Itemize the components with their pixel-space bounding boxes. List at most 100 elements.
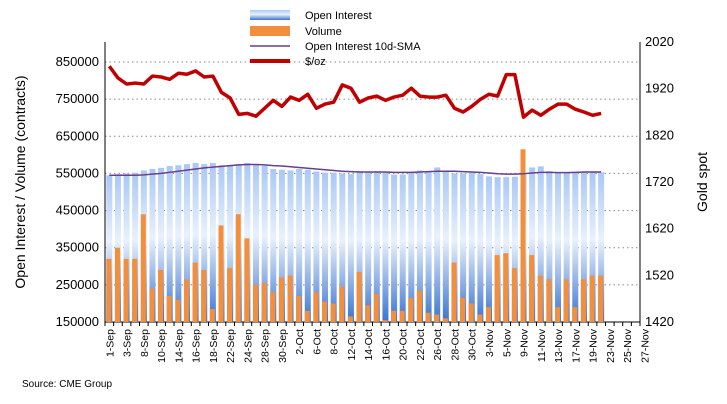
open-interest-bar <box>192 163 199 322</box>
volume-bar <box>201 270 207 322</box>
volume-bar <box>253 284 259 322</box>
x-tick-label: 28-Sep <box>260 329 272 363</box>
volume-bar <box>209 309 215 322</box>
x-tick-label: 19-Nov <box>588 328 600 363</box>
legend-label: Volume <box>305 26 342 38</box>
volume-bar <box>158 270 164 322</box>
volume-bar <box>287 275 293 322</box>
volume-bar <box>555 307 561 322</box>
open-interest-bar <box>408 172 415 322</box>
open-interest-bar <box>503 177 510 322</box>
volume-bar <box>304 310 310 322</box>
open-interest-bar <box>434 167 441 322</box>
volume-bar <box>278 277 284 322</box>
y-left-tick-label: 850000 <box>56 54 99 69</box>
open-interest-bar <box>209 163 216 322</box>
volume-bar <box>511 268 517 322</box>
open-interest-bar <box>201 164 208 322</box>
open-interest-bar <box>511 176 518 322</box>
open-interest-bar <box>253 164 260 322</box>
volume-bar <box>485 307 491 322</box>
y-right-tick-label: 1620 <box>645 221 674 236</box>
gold-price-line <box>107 65 602 119</box>
x-tick-label: 23-Nov <box>605 328 617 363</box>
volume-bar <box>503 253 509 322</box>
x-tick-label: 6-Oct <box>311 329 323 355</box>
volume-bar <box>235 214 241 322</box>
volume-bar <box>598 275 604 322</box>
volume-bar <box>227 268 233 322</box>
y-left-tick-label: 450000 <box>56 203 99 218</box>
y-right-tick-label: 1420 <box>645 314 674 329</box>
open-interest-bar <box>296 168 303 322</box>
open-interest-bar <box>166 166 173 322</box>
x-tick-label: 13-Nov <box>553 328 565 363</box>
open-interest-bar <box>563 173 570 322</box>
y-left-axis-title: Open Interest / Volume (contracts) <box>12 75 28 288</box>
open-interest-bar <box>356 171 363 322</box>
open-interest-bar <box>287 170 294 322</box>
open-interest-bar <box>149 168 156 322</box>
volume-bar <box>477 314 483 322</box>
open-interest-bar <box>546 171 553 322</box>
volume-bar <box>183 279 189 322</box>
open-interest-bar <box>183 164 190 322</box>
source-note: Source: CME Group <box>22 379 113 390</box>
volume-bar <box>460 297 466 322</box>
volume-bar <box>330 303 336 322</box>
x-tick-label: 26-Oct <box>432 329 444 361</box>
open-interest-bar <box>555 172 562 322</box>
x-tick-label: 25-Nov <box>622 328 634 363</box>
volume-bar <box>442 318 448 322</box>
volume-bar <box>434 314 440 322</box>
open-interest-bar <box>451 173 458 322</box>
x-tick-label: 8-Oct <box>329 329 341 355</box>
x-tick-label: 28-Oct <box>449 329 461 361</box>
y-left-tick-label: 650000 <box>56 128 99 143</box>
open-interest-bar <box>106 175 113 322</box>
volume-bar <box>416 290 422 322</box>
open-interest-bar <box>373 171 380 322</box>
legend-label: $/oz <box>305 56 326 68</box>
x-tick-label: 8-Sep <box>139 329 151 357</box>
y-left-tick-label: 350000 <box>56 240 99 255</box>
x-tick-label: 30-Sep <box>277 329 289 363</box>
open-interest-bar <box>158 167 165 322</box>
volume-bar <box>322 301 328 322</box>
volume-bar <box>391 310 397 322</box>
open-interest-bar <box>425 171 432 322</box>
x-tick-label: 2-Oct <box>294 329 306 355</box>
open-interest-bar <box>572 172 579 322</box>
volume-bar <box>175 299 181 322</box>
volume-bar <box>529 255 535 322</box>
x-tick-label: 12-Oct <box>346 329 358 361</box>
volume-bar <box>580 279 586 322</box>
y-right-tick-label: 1920 <box>645 81 674 96</box>
open-interest-bar <box>468 172 475 322</box>
x-tick-label: 30-Oct <box>467 329 479 361</box>
open-interest-bar <box>278 169 285 322</box>
legend-label: Open Interest <box>305 10 372 22</box>
x-tick-label: 27-Nov <box>639 328 651 363</box>
x-tick-label: 3-Nov <box>484 328 496 357</box>
open-interest-bar <box>132 172 139 322</box>
open-interest-bar <box>347 174 354 322</box>
volume-bar <box>572 307 578 322</box>
open-interest-bar <box>460 173 467 322</box>
y-left-tick-label: 550000 <box>56 165 99 180</box>
volume-bar <box>218 225 224 322</box>
open-interest-bar <box>330 172 337 322</box>
volume-bar <box>382 320 388 322</box>
volume-bar <box>123 258 129 322</box>
open-interest-bar <box>382 172 389 322</box>
volume-bar <box>373 294 379 322</box>
open-interest-bar <box>485 176 492 322</box>
open-interest-bar <box>477 174 484 322</box>
volume-bar <box>244 238 250 322</box>
x-tick-label: 9-Nov <box>519 328 531 357</box>
x-tick-label: 10-Sep <box>156 329 168 363</box>
open-interest-bar <box>580 172 587 322</box>
legend-swatch-volume <box>250 26 290 36</box>
open-interest-bar <box>339 173 346 322</box>
